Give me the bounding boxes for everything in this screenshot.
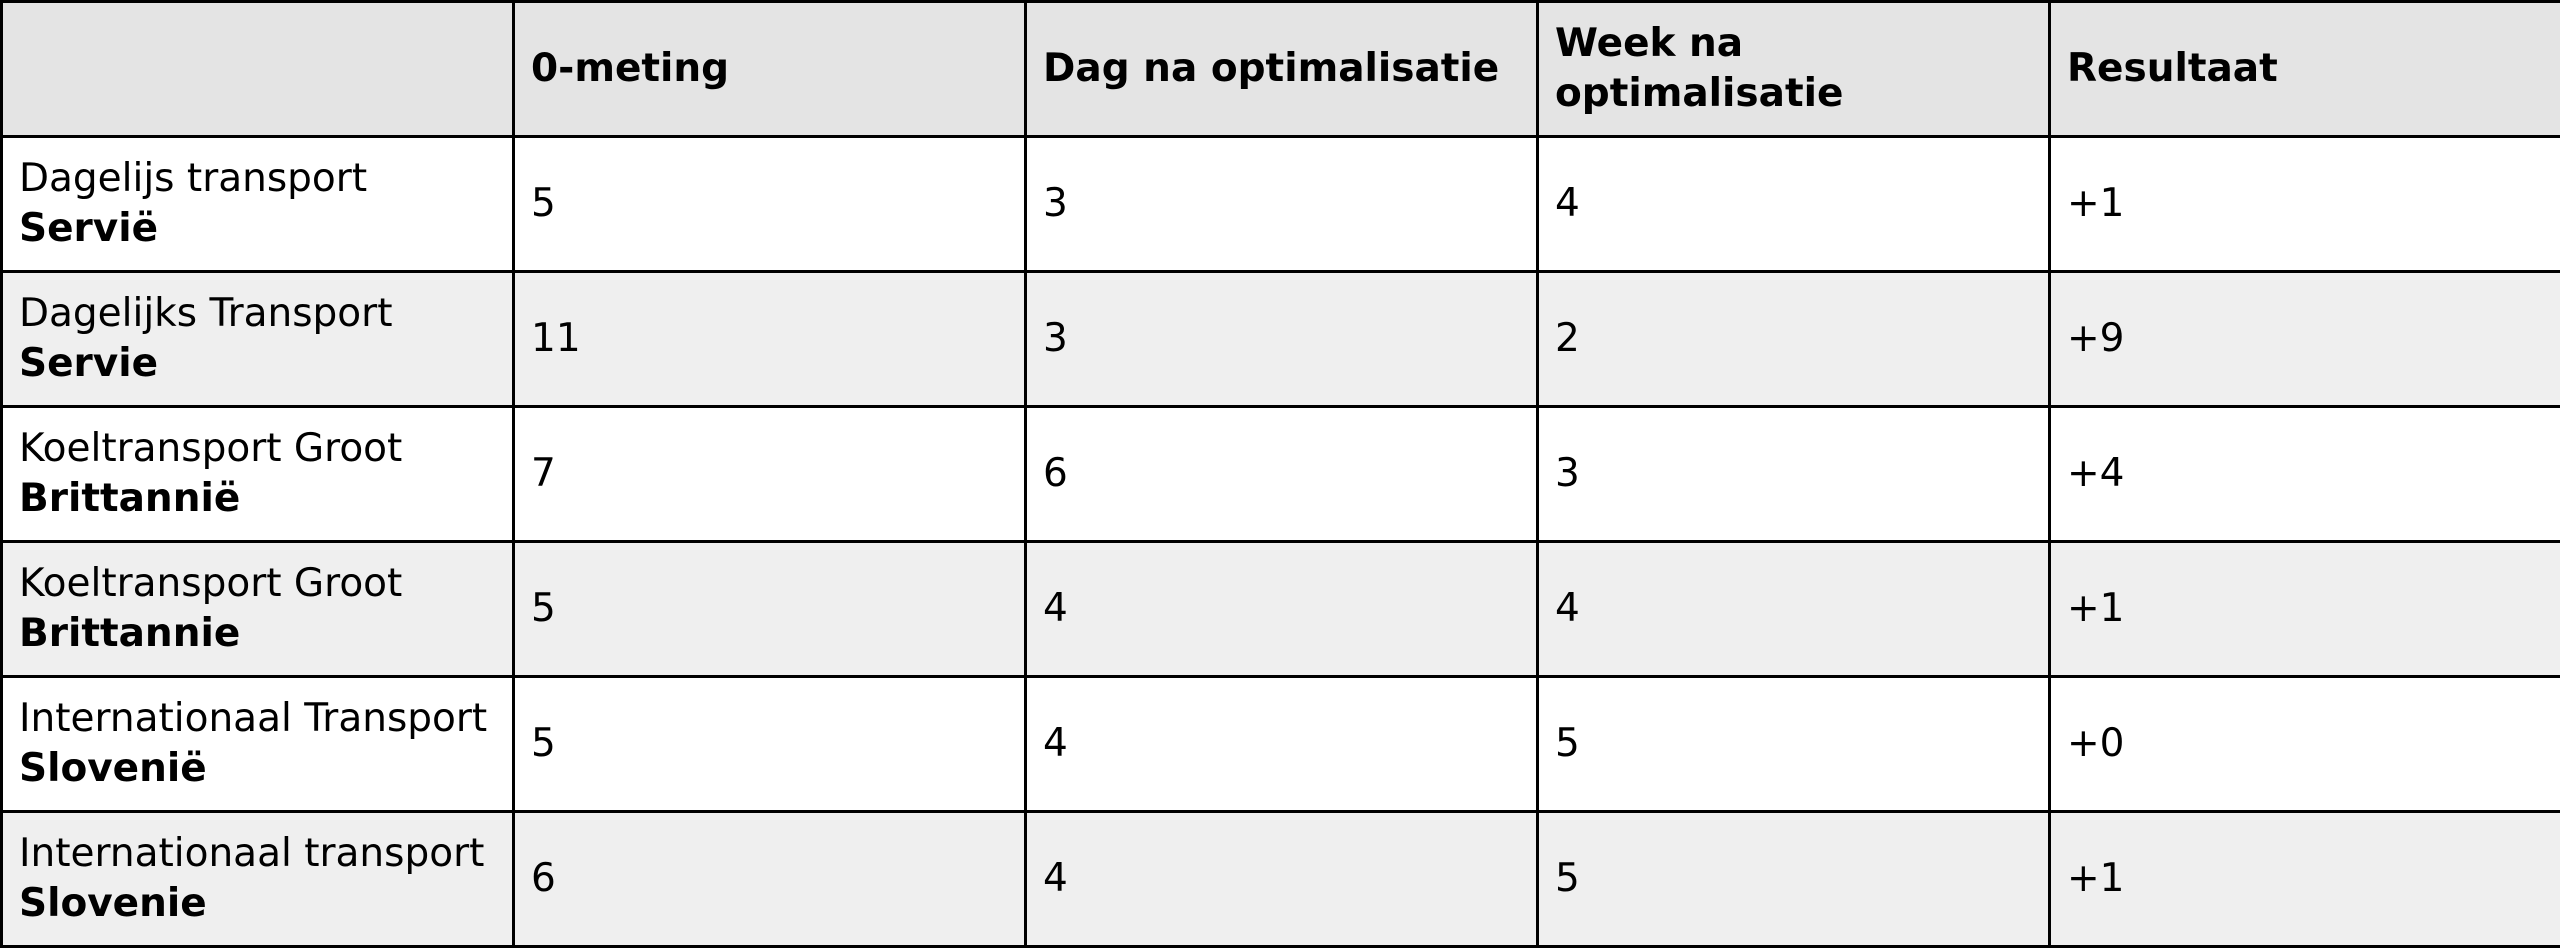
cell-0-meting: 11 xyxy=(514,272,1026,407)
row-label-bold: Slovenië xyxy=(19,746,207,791)
table-row: Koeltransport Groot Brittannie 5 4 4 +1 xyxy=(2,542,2560,677)
cell-resultaat: +0 xyxy=(2050,677,2560,812)
table-row: Internationaal transport Slovenie 6 4 5 … xyxy=(2,812,2560,947)
cell-dag-na-optimalisatie: 3 xyxy=(1026,137,1538,272)
row-label-cell: Dagelijks Transport Servie xyxy=(2,272,514,407)
cell-week-na-optimalisatie: 3 xyxy=(1538,407,2050,542)
row-label-cell: Koeltransport Groot Brittannië xyxy=(2,407,514,542)
row-label-bold: Slovenie xyxy=(19,881,207,926)
table-row: Dagelijs transport Servië 5 3 4 +1 xyxy=(2,137,2560,272)
row-label-cell: Dagelijs transport Servië xyxy=(2,137,514,272)
cell-resultaat: +9 xyxy=(2050,272,2560,407)
row-label: Dagelijks Transport xyxy=(19,291,393,336)
header-cell-resultaat: Resultaat xyxy=(2050,2,2560,137)
row-label: Koeltransport Groot xyxy=(19,426,402,471)
table-row: Internationaal Transport Slovenië 5 4 5 … xyxy=(2,677,2560,812)
cell-week-na-optimalisatie: 4 xyxy=(1538,137,2050,272)
row-label-bold: Servië xyxy=(19,206,158,251)
table-row: Dagelijks Transport Servie 11 3 2 +9 xyxy=(2,272,2560,407)
row-label: Internationaal transport xyxy=(19,831,484,876)
cell-resultaat: +1 xyxy=(2050,137,2560,272)
row-label-bold: Servie xyxy=(19,341,158,386)
cell-0-meting: 5 xyxy=(514,677,1026,812)
cell-0-meting: 6 xyxy=(514,812,1026,947)
row-label-cell: Internationaal Transport Slovenië xyxy=(2,677,514,812)
row-label-cell: Internationaal transport Slovenie xyxy=(2,812,514,947)
cell-dag-na-optimalisatie: 4 xyxy=(1026,542,1538,677)
cell-dag-na-optimalisatie: 3 xyxy=(1026,272,1538,407)
cell-0-meting: 5 xyxy=(514,542,1026,677)
header-cell-empty xyxy=(2,2,514,137)
cell-0-meting: 7 xyxy=(514,407,1026,542)
cell-week-na-optimalisatie: 5 xyxy=(1538,812,2050,947)
cell-week-na-optimalisatie: 4 xyxy=(1538,542,2050,677)
cell-week-na-optimalisatie: 2 xyxy=(1538,272,2050,407)
cell-resultaat: +4 xyxy=(2050,407,2560,542)
header-row: 0-meting Dag na optimalisatie Week na op… xyxy=(2,2,2560,137)
cell-dag-na-optimalisatie: 6 xyxy=(1026,407,1538,542)
header-cell-week-na-optimalisatie: Week na optimalisatie xyxy=(1538,2,2050,137)
header-cell-0-meting: 0-meting xyxy=(514,2,1026,137)
cell-dag-na-optimalisatie: 4 xyxy=(1026,677,1538,812)
row-label-bold: Brittannië xyxy=(19,476,240,521)
cell-0-meting: 5 xyxy=(514,137,1026,272)
row-label: Koeltransport Groot xyxy=(19,561,402,606)
row-label-bold: Brittannie xyxy=(19,611,240,656)
header-cell-dag-na-optimalisatie: Dag na optimalisatie xyxy=(1026,2,1538,137)
row-label: Dagelijs transport xyxy=(19,156,367,201)
cell-resultaat: +1 xyxy=(2050,542,2560,677)
cell-dag-na-optimalisatie: 4 xyxy=(1026,812,1538,947)
row-label-cell: Koeltransport Groot Brittannie xyxy=(2,542,514,677)
cell-week-na-optimalisatie: 5 xyxy=(1538,677,2050,812)
table-row: Koeltransport Groot Brittannië 7 6 3 +4 xyxy=(2,407,2560,542)
row-label: Internationaal Transport xyxy=(19,696,487,741)
cell-resultaat: +1 xyxy=(2050,812,2560,947)
